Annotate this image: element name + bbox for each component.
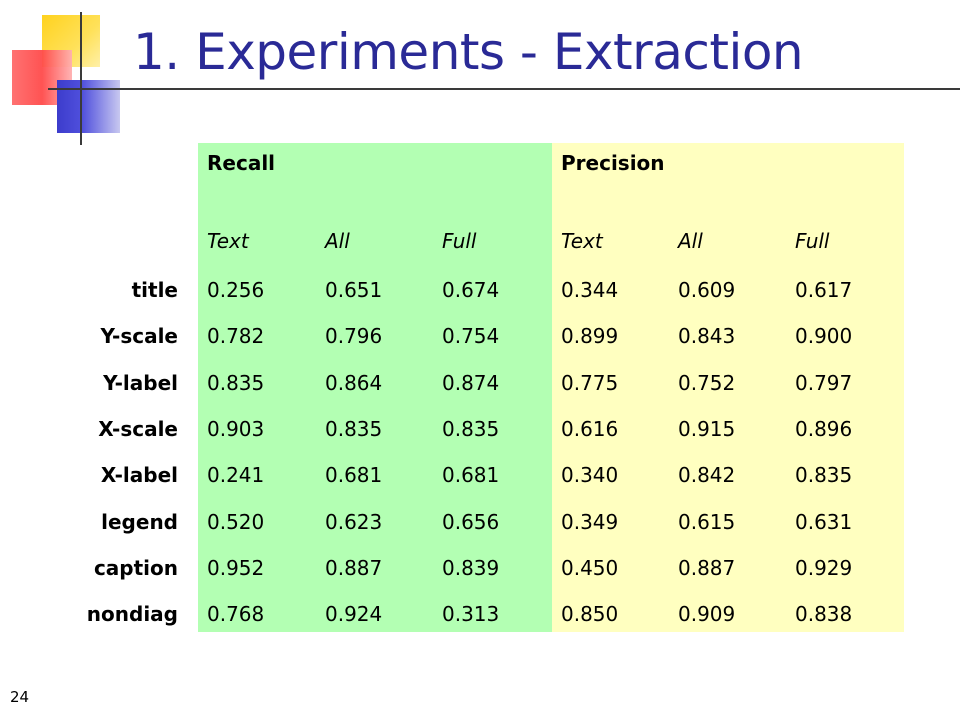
table-cell: 0.520 — [207, 510, 265, 534]
table-cell: 0.887 — [325, 556, 383, 580]
table-cell: 0.768 — [207, 602, 265, 626]
row-label: legend — [101, 510, 178, 534]
table-cell: 0.864 — [325, 371, 383, 395]
table-cell: 0.838 — [795, 602, 853, 626]
table-cell: 0.681 — [442, 463, 500, 487]
row-label: title — [131, 278, 178, 302]
table-cell: 0.752 — [678, 371, 736, 395]
table-cell: 0.313 — [442, 602, 500, 626]
table-cell: 0.340 — [561, 463, 619, 487]
row-label: X-label — [100, 463, 178, 487]
slide-title: 1. Experiments - Extraction — [133, 23, 804, 81]
table-cell: 0.952 — [207, 556, 265, 580]
row-label: Y-scale — [100, 324, 178, 348]
row-label: X-scale — [98, 417, 178, 441]
precision-section-background — [552, 143, 904, 632]
table-cell: 0.903 — [207, 417, 265, 441]
table-cell: 0.651 — [325, 278, 383, 302]
table-cell: 0.609 — [678, 278, 736, 302]
row-label: caption — [93, 556, 178, 580]
table-cell: 0.754 — [442, 324, 500, 348]
group-header: Precision — [561, 151, 665, 175]
table-cell: 0.349 — [561, 510, 619, 534]
table-cell: 0.796 — [325, 324, 383, 348]
table-cell: 0.842 — [678, 463, 736, 487]
table-cell: 0.839 — [442, 556, 500, 580]
column-header: Full — [795, 229, 830, 253]
table-cell: 0.835 — [325, 417, 383, 441]
table-cell: 0.241 — [207, 463, 265, 487]
column-header: Text — [561, 229, 603, 253]
table-cell: 0.887 — [678, 556, 736, 580]
table-cell: 0.835 — [207, 371, 265, 395]
table-cell: 0.874 — [442, 371, 500, 395]
table-cell: 0.623 — [325, 510, 383, 534]
row-label: nondiag — [86, 602, 178, 626]
table-cell: 0.915 — [678, 417, 736, 441]
table-cell: 0.899 — [561, 324, 619, 348]
table-cell: 0.615 — [678, 510, 736, 534]
table-cell: 0.896 — [795, 417, 853, 441]
table-cell: 0.843 — [678, 324, 736, 348]
table-cell: 0.616 — [561, 417, 619, 441]
table-cell: 0.617 — [795, 278, 853, 302]
table-cell: 0.924 — [325, 602, 383, 626]
table-cell: 0.256 — [207, 278, 265, 302]
table-cell: 0.656 — [442, 510, 500, 534]
table-cell: 0.797 — [795, 371, 853, 395]
table-cell: 0.782 — [207, 324, 265, 348]
table-cell: 0.631 — [795, 510, 853, 534]
table-cell: 0.835 — [442, 417, 500, 441]
table-cell: 0.674 — [442, 278, 500, 302]
table-cell: 0.344 — [561, 278, 619, 302]
row-label: Y-label — [103, 371, 178, 395]
column-header: All — [678, 229, 703, 253]
table-cell: 0.775 — [561, 371, 619, 395]
page-number: 24 — [10, 688, 30, 706]
logo-vertical-line — [80, 12, 82, 145]
group-header: Recall — [207, 151, 276, 175]
recall-section-background — [198, 143, 552, 632]
table-cell: 0.681 — [325, 463, 383, 487]
column-header: Text — [207, 229, 249, 253]
table-cell: 0.850 — [561, 602, 619, 626]
table-cell: 0.929 — [795, 556, 853, 580]
column-header: Full — [442, 229, 477, 253]
column-header: All — [325, 229, 350, 253]
title-divider-line — [48, 88, 960, 90]
table-cell: 0.909 — [678, 602, 736, 626]
table-cell: 0.900 — [795, 324, 853, 348]
table-cell: 0.450 — [561, 556, 619, 580]
table-cell: 0.835 — [795, 463, 853, 487]
